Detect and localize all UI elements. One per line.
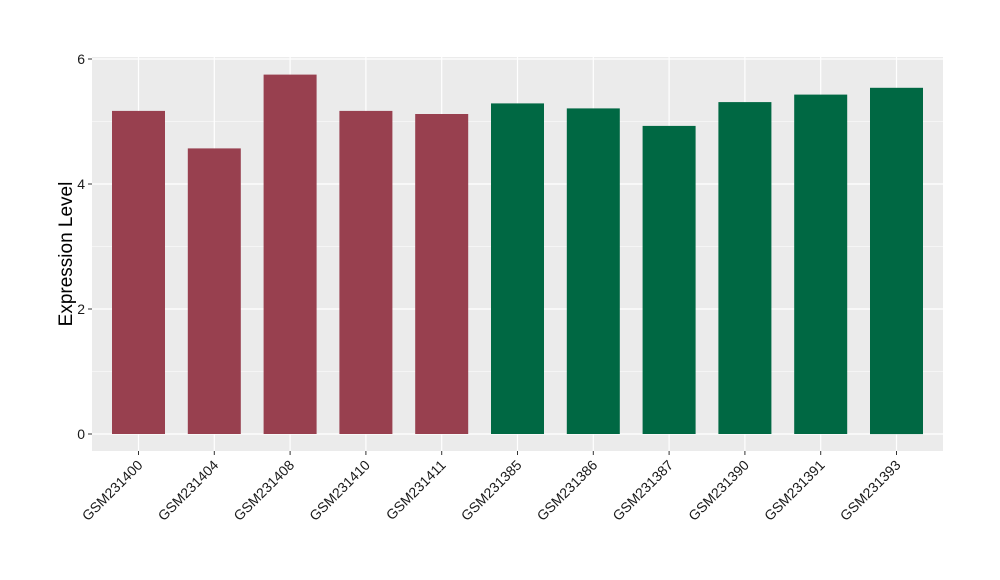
bars xyxy=(112,74,923,435)
y-axis-title: Expression Level xyxy=(56,182,77,327)
y-tick-label: 0 xyxy=(77,426,85,442)
x-tick-label: GSM231386 xyxy=(534,457,601,524)
x-tick-label: GSM231411 xyxy=(383,457,449,523)
bar-GSM231390 xyxy=(718,102,772,434)
x-tick-label: GSM231400 xyxy=(79,457,146,524)
x-tick-label: GSM231385 xyxy=(458,457,525,524)
bar-GSM231400 xyxy=(112,110,165,435)
bar-GSM231411 xyxy=(415,114,469,434)
y-tick-label: 2 xyxy=(77,301,85,317)
x-tick-label: GSM231391 xyxy=(761,457,828,524)
x-tick-label: GSM231387 xyxy=(609,457,676,524)
x-tick-label: GSM231393 xyxy=(837,457,904,524)
x-axis: GSM231400 GSM231404 GSM231408 GSM231410 GSM2… xyxy=(79,451,904,524)
bar-GSM231391 xyxy=(794,94,848,434)
bar-GSM231410 xyxy=(339,110,393,435)
bar-GSM231386 xyxy=(566,108,620,435)
y-axis: 0 2 4 6 xyxy=(77,51,92,442)
bar-GSM231408 xyxy=(263,74,317,434)
y-tick-label: 6 xyxy=(77,51,85,67)
x-tick-label: GSM231404 xyxy=(155,457,222,524)
y-tick-label: 4 xyxy=(77,176,85,192)
x-tick-label: GSM231410 xyxy=(306,457,373,524)
bar-GSM231393 xyxy=(870,87,923,435)
x-tick-label: GSM231408 xyxy=(230,457,297,524)
bar-GSM231404 xyxy=(187,148,241,434)
x-tick-label: GSM231390 xyxy=(685,457,752,524)
bar-GSM231385 xyxy=(491,103,544,435)
bar-GSM231387 xyxy=(642,125,696,435)
